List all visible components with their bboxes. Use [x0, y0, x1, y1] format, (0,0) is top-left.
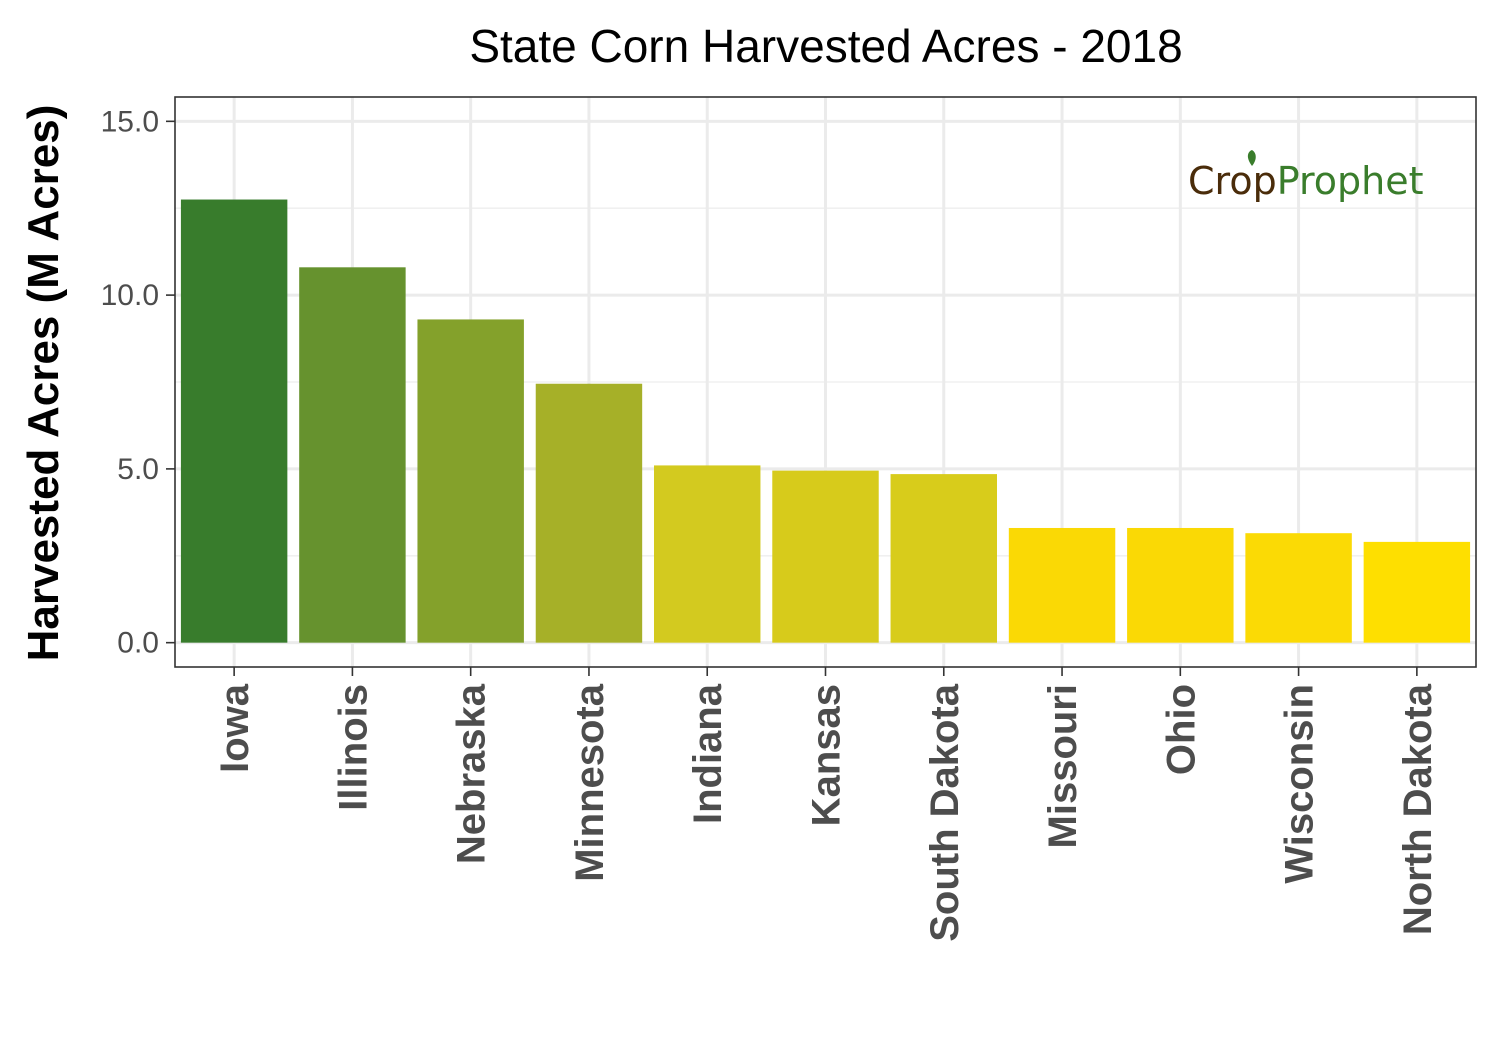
- y-tick-label: 5.0: [117, 453, 159, 486]
- bar-nebraska: [417, 319, 524, 643]
- x-tick-label: South Dakota: [923, 683, 967, 942]
- bar-minnesota: [535, 383, 643, 643]
- x-tick-label: Nebraska: [450, 683, 494, 864]
- bar-north-dakota: [1363, 541, 1471, 643]
- x-tick-label: Ohio: [1159, 684, 1203, 775]
- x-tick-label: Wisconsin: [1278, 684, 1322, 884]
- cropprophet-logo: CropProphet: [1188, 150, 1423, 203]
- bar-iowa: [180, 199, 288, 643]
- bar-south-dakota: [890, 474, 997, 643]
- x-tick-label: Kansas: [805, 684, 849, 826]
- bar-kansas: [772, 470, 879, 643]
- x-axis: Iowa Illinois Nebraska Minnesota Indiana Kans…: [213, 667, 1440, 942]
- y-tick-label: 10.0: [101, 279, 159, 312]
- x-tick-label: Indiana: [686, 683, 730, 824]
- y-tick-label: 15.0: [101, 105, 159, 138]
- bar-indiana: [654, 465, 761, 643]
- logo-text-prophet: Prophet: [1277, 159, 1424, 203]
- bar-ohio: [1127, 527, 1234, 643]
- logo-text-crop-o: o: [1229, 159, 1252, 203]
- bars-group: [180, 199, 1471, 643]
- x-tick-label: Illinois: [331, 684, 375, 811]
- logo-text-crop-start: Cr: [1188, 159, 1231, 203]
- logo-text-crop-p: p: [1253, 159, 1277, 203]
- bar-missouri: [1008, 527, 1116, 643]
- svg-text:CropProphet: CropProphet: [1188, 159, 1423, 203]
- x-tick-label: Minnesota: [568, 683, 612, 882]
- y-axis-label: Harvested Acres (M Acres): [19, 105, 68, 662]
- x-tick-label: Iowa: [213, 683, 257, 773]
- y-tick-label: 0.0: [117, 627, 159, 660]
- chart-title: State Corn Harvested Acres - 2018: [469, 20, 1182, 72]
- sprout-leaf-icon: [1247, 150, 1256, 166]
- x-tick-label: North Dakota: [1396, 683, 1440, 935]
- bar-wisconsin: [1245, 533, 1352, 643]
- bar-illinois: [299, 267, 406, 643]
- x-tick-label: Missouri: [1041, 684, 1085, 848]
- y-axis: 0.0 5.0 10.0 15.0: [101, 105, 175, 660]
